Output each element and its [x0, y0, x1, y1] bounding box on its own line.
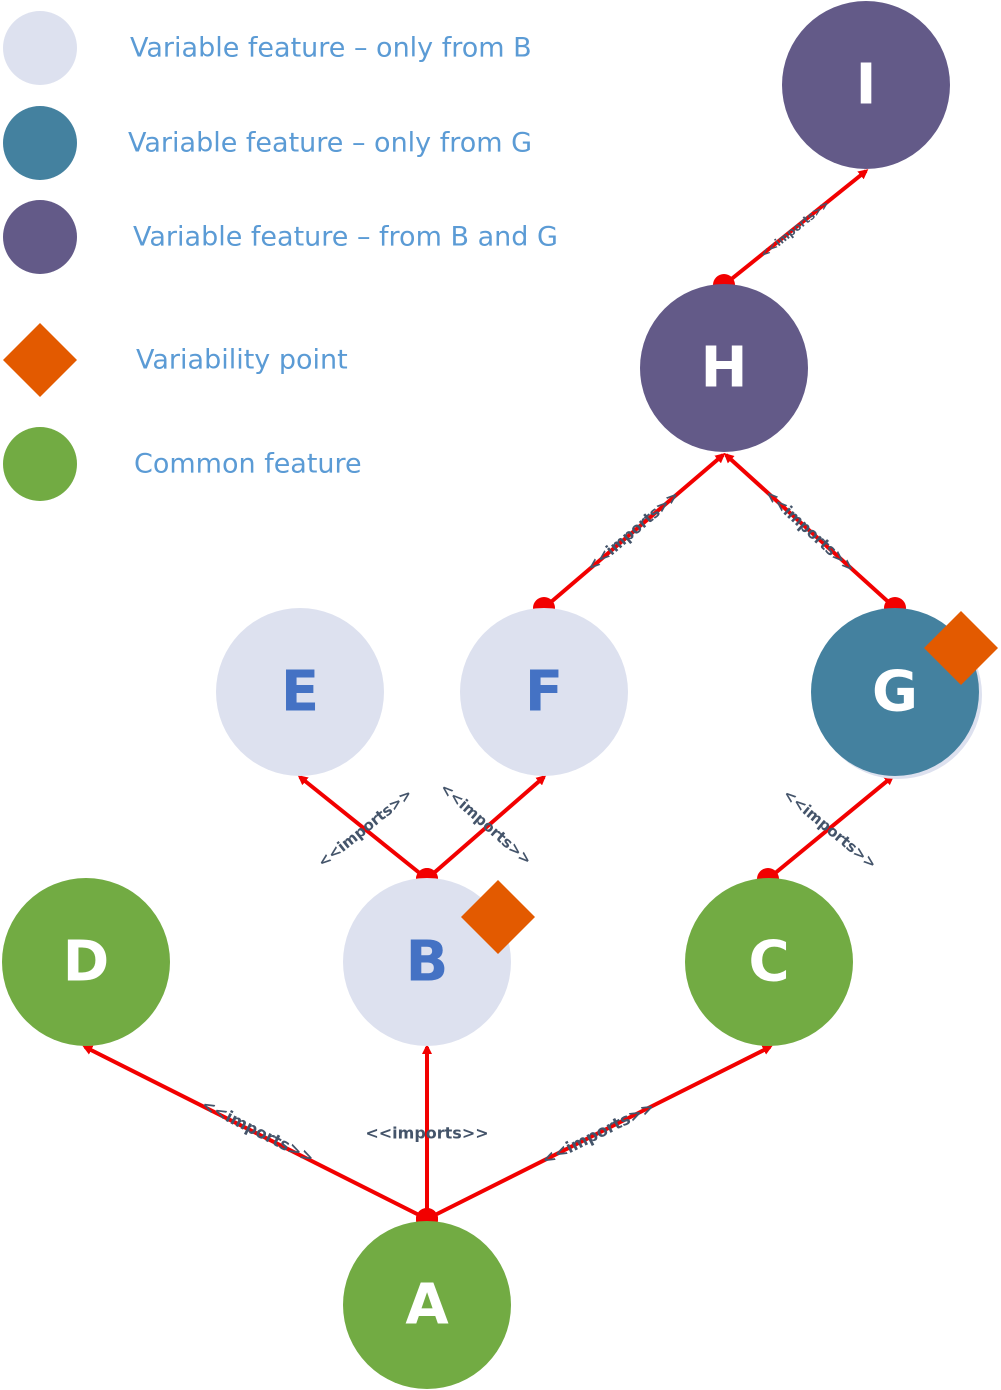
- nodes: A B C D E F G H I: [2, 1, 982, 1389]
- legend-swatch-diamond: [3, 323, 77, 397]
- legend-item: Variable feature – from B and G: [3, 200, 558, 274]
- node-circle: [782, 1, 950, 169]
- node-circle: [216, 608, 384, 776]
- node-circle: [685, 878, 853, 1046]
- edge-label: <<imports>>: [758, 197, 832, 260]
- edge-c-to-g: <<imports>>: [757, 775, 895, 890]
- variability-points: [461, 611, 998, 954]
- legend-label: Variable feature – only from G: [128, 128, 532, 159]
- edge-f-to-h: <<imports>>: [533, 453, 726, 619]
- legend-item: Common feature: [3, 427, 362, 501]
- legend-swatch-circle: [3, 200, 77, 274]
- legend-item: Variable feature – only from G: [3, 106, 532, 180]
- variability-point-b: [461, 880, 535, 954]
- node-circle: [2, 878, 170, 1046]
- legend-swatch-circle: [3, 106, 77, 180]
- edge-line: [82, 1045, 428, 1221]
- edge-a-to-b: <<imports>>: [365, 1044, 489, 1230]
- node-circle: [640, 284, 808, 452]
- node-label: A: [405, 1273, 449, 1338]
- node-c: C: [685, 878, 853, 1046]
- legend: Variable feature – only from B Variable f…: [3, 11, 558, 501]
- edge-label: <<imports>>: [583, 487, 683, 576]
- legend-label: Variable feature – only from B: [130, 33, 532, 64]
- legend-swatch-circle: [3, 427, 77, 501]
- edge-label: <<imports>>: [539, 1097, 658, 1169]
- edge-line: [297, 775, 429, 881]
- edge-label: <<imports>>: [365, 1124, 488, 1143]
- edge-label: <<imports>>: [761, 486, 859, 577]
- edge-line: [722, 169, 869, 287]
- edge-b-to-e: <<imports>>: [297, 775, 438, 890]
- edge-g-to-h: <<imports>>: [723, 452, 906, 619]
- edge-b-to-f: <<imports>>: [416, 775, 547, 890]
- node-e: E: [216, 608, 384, 776]
- node-f: F: [460, 608, 628, 776]
- edge-line: [425, 775, 547, 881]
- node-label: C: [748, 930, 789, 995]
- legend-label: Common feature: [134, 449, 362, 480]
- edge-line: [766, 775, 895, 881]
- node-circle: [460, 608, 628, 776]
- node-label: D: [63, 930, 109, 995]
- legend-swatch-circle: [3, 11, 77, 85]
- legend-item: Variable feature – only from B: [3, 11, 532, 85]
- variability-point-g: [924, 611, 998, 685]
- node-label: F: [525, 660, 563, 725]
- edge-line: [542, 453, 726, 610]
- node-h: H: [640, 284, 808, 452]
- edge-line: [723, 452, 897, 610]
- legend-label: Variable feature – from B and G: [133, 222, 558, 253]
- node-label: B: [406, 930, 449, 995]
- legend-item: Variability point: [3, 323, 348, 397]
- node-label: E: [281, 660, 319, 725]
- node-label: I: [856, 53, 877, 118]
- node-label: G: [872, 660, 918, 725]
- node-i: I: [782, 1, 950, 169]
- edge-h-to-i: <<imports>>: [713, 169, 869, 296]
- node-label: H: [701, 336, 748, 401]
- node-d: D: [2, 878, 170, 1046]
- legend-label: Variability point: [136, 345, 348, 376]
- edge-label: <<imports>>: [199, 1095, 318, 1167]
- node-circle: [343, 1221, 511, 1389]
- node-a: A: [343, 1221, 511, 1389]
- edge-line: [426, 1045, 773, 1221]
